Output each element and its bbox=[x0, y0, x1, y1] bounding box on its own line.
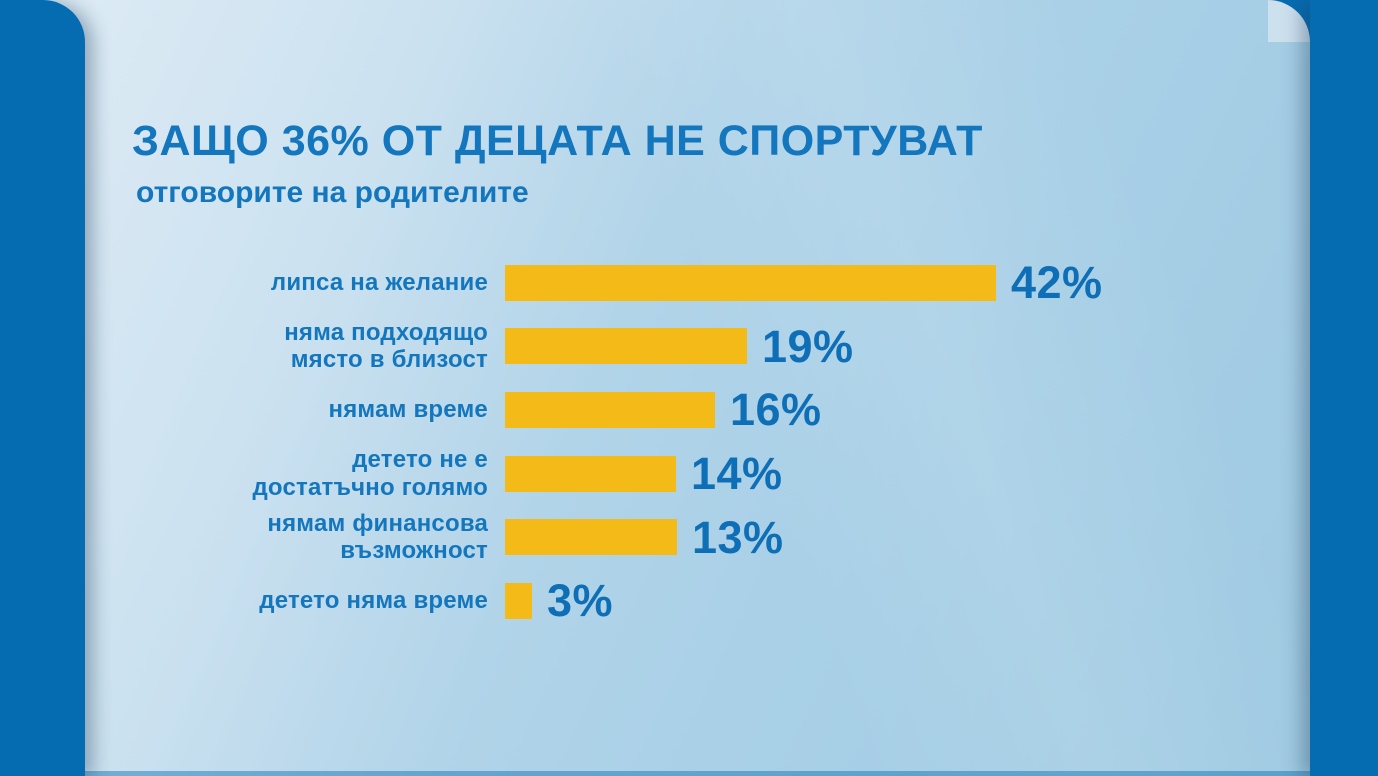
header: ЗАЩО 36% ОТ ДЕЦАТА НЕ СПОРТУВАТ отговори… bbox=[132, 120, 983, 208]
chart-subtitle: отговорите на родителите bbox=[136, 176, 529, 209]
value-label: 14% bbox=[691, 448, 783, 500]
chart-row: детето няма време 3% bbox=[0, 569, 1378, 633]
category-label: детето не е достатъчно голямо bbox=[252, 446, 488, 501]
panel-rounded-corner bbox=[1268, 0, 1310, 42]
bar-chart: липса на желание 42% няма подходящо място … bbox=[0, 251, 1378, 633]
bar-cell: 13% bbox=[505, 515, 784, 560]
chart-row: няма подходящо място в близост 19% bbox=[0, 315, 1378, 379]
chart-row: нямам време 16% bbox=[0, 378, 1378, 442]
chart-row: липса на желание 42% bbox=[0, 251, 1378, 315]
bar bbox=[505, 391, 715, 428]
category-label: липса на желание bbox=[270, 269, 488, 297]
chart-title: ЗАЩО 36% ОТ ДЕЦАТА НЕ СПОРТУВАТ bbox=[132, 117, 983, 165]
category-label: нямам време bbox=[328, 396, 488, 424]
bar bbox=[505, 519, 677, 556]
bar bbox=[505, 455, 676, 492]
chart-row: нямам финансова възможност 13% bbox=[0, 505, 1378, 569]
bar bbox=[505, 582, 532, 619]
bar bbox=[505, 328, 747, 365]
chart-row: детето не е достатъчно голямо 14% bbox=[0, 442, 1378, 506]
bar-cell: 14% bbox=[505, 451, 783, 496]
value-label: 19% bbox=[762, 320, 854, 372]
right-border-band bbox=[1310, 0, 1378, 776]
bar-cell: 3% bbox=[505, 578, 613, 623]
bar-cell: 42% bbox=[505, 260, 1103, 305]
value-label: 42% bbox=[1011, 257, 1103, 309]
value-label: 13% bbox=[692, 511, 784, 563]
value-label: 3% bbox=[547, 575, 614, 627]
category-label: няма подходящо място в близост bbox=[284, 319, 488, 374]
left-border-band bbox=[0, 0, 85, 776]
bar-cell: 16% bbox=[505, 387, 822, 432]
category-label: детето няма време bbox=[259, 587, 488, 615]
bar-cell: 19% bbox=[505, 324, 854, 369]
bar bbox=[505, 264, 996, 301]
bottom-edge-strip bbox=[0, 771, 1378, 776]
category-label: нямам финансова възможност bbox=[267, 509, 488, 565]
value-label: 16% bbox=[730, 384, 822, 436]
